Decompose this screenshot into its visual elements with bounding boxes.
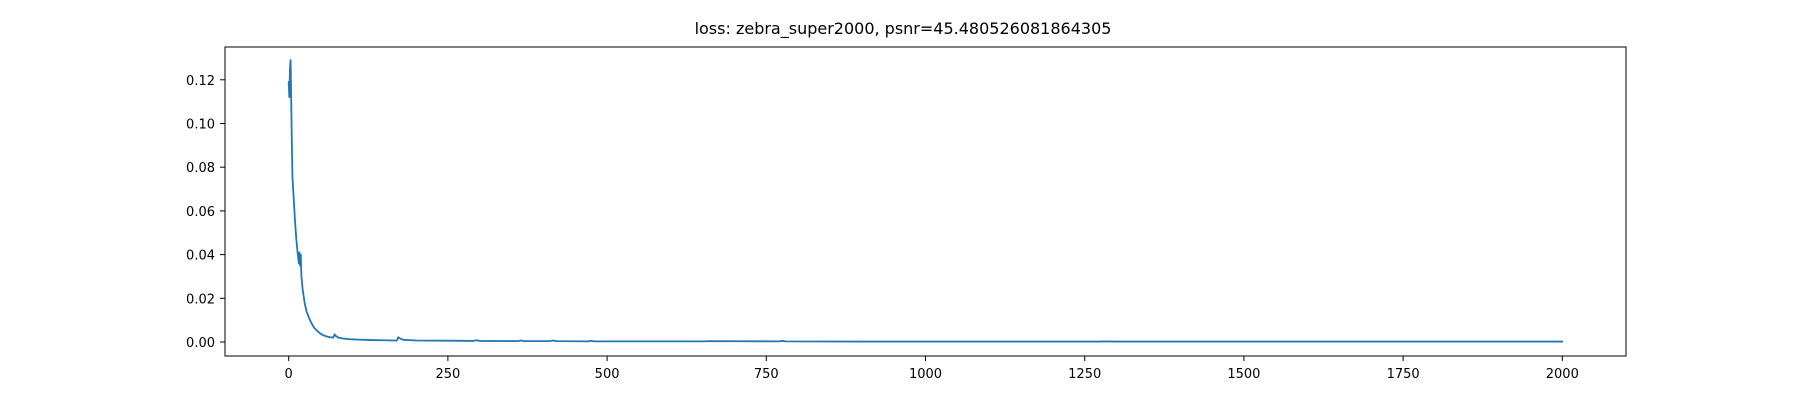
x-tick-label: 1500 [1227, 367, 1260, 382]
chart-title: loss: zebra_super2000, psnr=45.480526081… [695, 19, 1112, 39]
plot-area: 0 250 500 750 1000 1250 1500 1750 2000 0.00 0.02 0.… [186, 46, 1627, 382]
y-tick-label: 0.02 [186, 292, 215, 307]
y-tick-label: 0.08 [186, 161, 215, 176]
x-tick-label: 250 [435, 367, 460, 382]
y-tick-label: 0.06 [186, 205, 215, 220]
x-tick-label: 1750 [1387, 367, 1420, 382]
y-tick-label: 0.00 [186, 336, 215, 351]
y-tick-label: 0.12 [186, 74, 215, 89]
x-tick-label: 0 [285, 367, 293, 382]
plot-frame [224, 46, 1627, 357]
x-tick-label: 2000 [1546, 367, 1579, 382]
x-tick-label: 500 [595, 367, 620, 382]
y-tick-label: 0.04 [186, 249, 215, 264]
x-tick-label: 1250 [1068, 367, 1101, 382]
series-line [287, 59, 1564, 343]
y-tick-label: 0.10 [186, 117, 215, 132]
x-tick-label: 1000 [909, 367, 942, 382]
x-tick-label: 750 [754, 367, 779, 382]
